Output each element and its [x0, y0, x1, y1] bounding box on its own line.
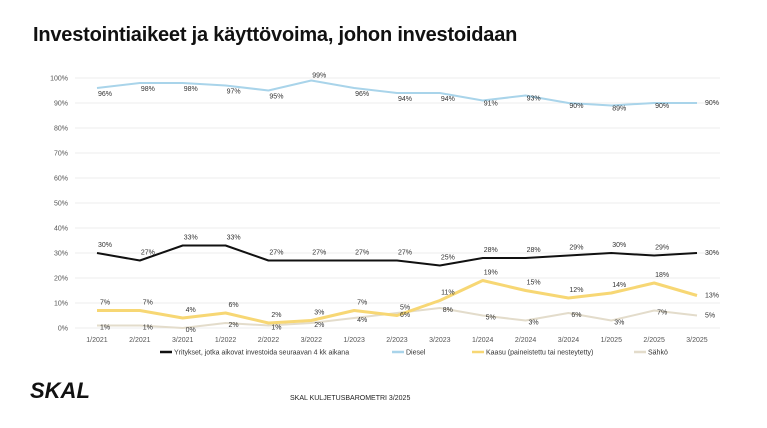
data-label: 7%	[357, 300, 367, 307]
data-label: 8%	[443, 307, 453, 314]
x-tick-label: 3/2023	[429, 337, 451, 344]
data-label: 14%	[612, 282, 626, 289]
data-label: 91%	[484, 101, 498, 108]
x-tick-label: 2/2023	[386, 337, 408, 344]
data-label: 30%	[612, 242, 626, 249]
y-tick-label: 10%	[54, 301, 68, 308]
legend-label: Yritykset, jotka aikovat investoida seur…	[174, 350, 349, 357]
x-tick-label: 1/2022	[215, 337, 237, 344]
x-tick-label: 2/2021	[129, 337, 151, 344]
data-label: 27%	[312, 250, 326, 257]
line-chart: 0% 10% 20% 30% 40% 50% 60% 70% 80% 90% 100% 1/2021 2…	[50, 73, 720, 357]
data-label: 30%	[98, 242, 112, 249]
data-label: 29%	[569, 245, 583, 252]
data-label: 15%	[527, 280, 541, 287]
footer-text: SKAL KULJETUSBAROMETRI 3/2025	[290, 395, 411, 402]
data-label: 18%	[655, 272, 669, 279]
page-title: Investointiaikeet ja käyttövoima, johon …	[33, 24, 518, 46]
data-label: 90%	[569, 103, 583, 110]
x-tick-label: 3/2021	[172, 337, 194, 344]
series-line	[97, 307, 698, 329]
x-tick-label: 1/2023	[343, 337, 365, 344]
data-label: 3%	[314, 310, 324, 317]
legend-label: Diesel	[406, 350, 426, 357]
y-tick-label: 70%	[54, 151, 68, 158]
data-label: 27%	[355, 250, 369, 257]
y-tick-label: 100%	[50, 76, 68, 83]
data-label: 13%	[705, 293, 719, 300]
series-line	[97, 279, 698, 325]
x-tick-label: 3/2024	[558, 337, 580, 344]
y-tick-label: 90%	[54, 101, 68, 108]
data-label: 28%	[484, 247, 498, 254]
data-label: 89%	[612, 106, 626, 113]
data-label: 27%	[398, 250, 412, 257]
x-tick-label: 2/2025	[643, 337, 665, 344]
data-label: 6%	[229, 302, 239, 309]
data-label: 4%	[186, 307, 196, 314]
data-label: 99%	[312, 73, 326, 80]
data-label: 27%	[269, 250, 283, 257]
data-label: 27%	[141, 250, 155, 257]
series-line	[96, 244, 698, 267]
x-tick-label: 2/2024	[515, 337, 537, 344]
y-tick-label: 20%	[54, 276, 68, 283]
data-label: 5%	[486, 315, 496, 322]
data-label: 2%	[314, 322, 324, 329]
data-label: 3%	[529, 320, 539, 327]
y-tick-label: 30%	[54, 251, 68, 258]
data-label: 96%	[355, 91, 369, 98]
data-label: 5%	[400, 305, 410, 312]
data-label: 90%	[655, 103, 669, 110]
skal-logo: SKAL	[30, 378, 90, 403]
data-label: 96%	[98, 91, 112, 98]
data-label: 0%	[186, 327, 196, 334]
data-label: 7%	[657, 310, 667, 317]
data-label: 6%	[400, 312, 410, 319]
x-tick-label: 2/2022	[258, 337, 280, 344]
data-label: 12%	[569, 287, 583, 294]
data-label: 6%	[571, 312, 581, 319]
x-tick-label: 1/2025	[601, 337, 623, 344]
x-tick-label: 1/2024	[472, 337, 494, 344]
data-label: 2%	[271, 312, 281, 319]
data-label: 7%	[143, 300, 153, 307]
y-tick-label: 50%	[54, 201, 68, 208]
data-label: 25%	[441, 255, 455, 262]
y-tick-label: 60%	[54, 176, 68, 183]
data-label: 1%	[271, 325, 281, 332]
data-label: 19%	[484, 270, 498, 277]
data-label: 30%	[705, 250, 719, 257]
data-label: 33%	[227, 235, 241, 242]
data-label: 4%	[357, 317, 367, 324]
x-tick-label: 1/2021	[86, 337, 108, 344]
y-tick-label: 0%	[58, 326, 68, 333]
legend-label: Kaasu (paineistettu tai nesteytetty)	[486, 350, 593, 357]
data-label: 94%	[441, 96, 455, 103]
data-label: 94%	[398, 96, 412, 103]
data-label: 2%	[229, 322, 239, 329]
data-label: 98%	[141, 86, 155, 93]
data-label: 1%	[143, 325, 153, 332]
series-line	[96, 79, 697, 107]
data-label: 7%	[100, 300, 110, 307]
data-label: 5%	[705, 313, 715, 320]
data-label: 28%	[527, 247, 541, 254]
data-label: 98%	[184, 86, 198, 93]
data-label: 1%	[100, 325, 110, 332]
data-label: 11%	[441, 290, 455, 297]
data-label: 33%	[184, 235, 198, 242]
data-label: 93%	[527, 96, 541, 103]
x-tick-label: 3/2022	[301, 337, 323, 344]
data-label: 90%	[705, 100, 719, 107]
y-tick-label: 80%	[54, 126, 68, 133]
data-label: 97%	[227, 89, 241, 96]
x-tick-label: 3/2025	[686, 337, 708, 344]
data-label: 29%	[655, 245, 669, 252]
data-label: 95%	[269, 94, 283, 101]
data-label: 3%	[614, 320, 624, 327]
y-tick-label: 40%	[54, 226, 68, 233]
legend-label: Sähkö	[648, 350, 668, 357]
